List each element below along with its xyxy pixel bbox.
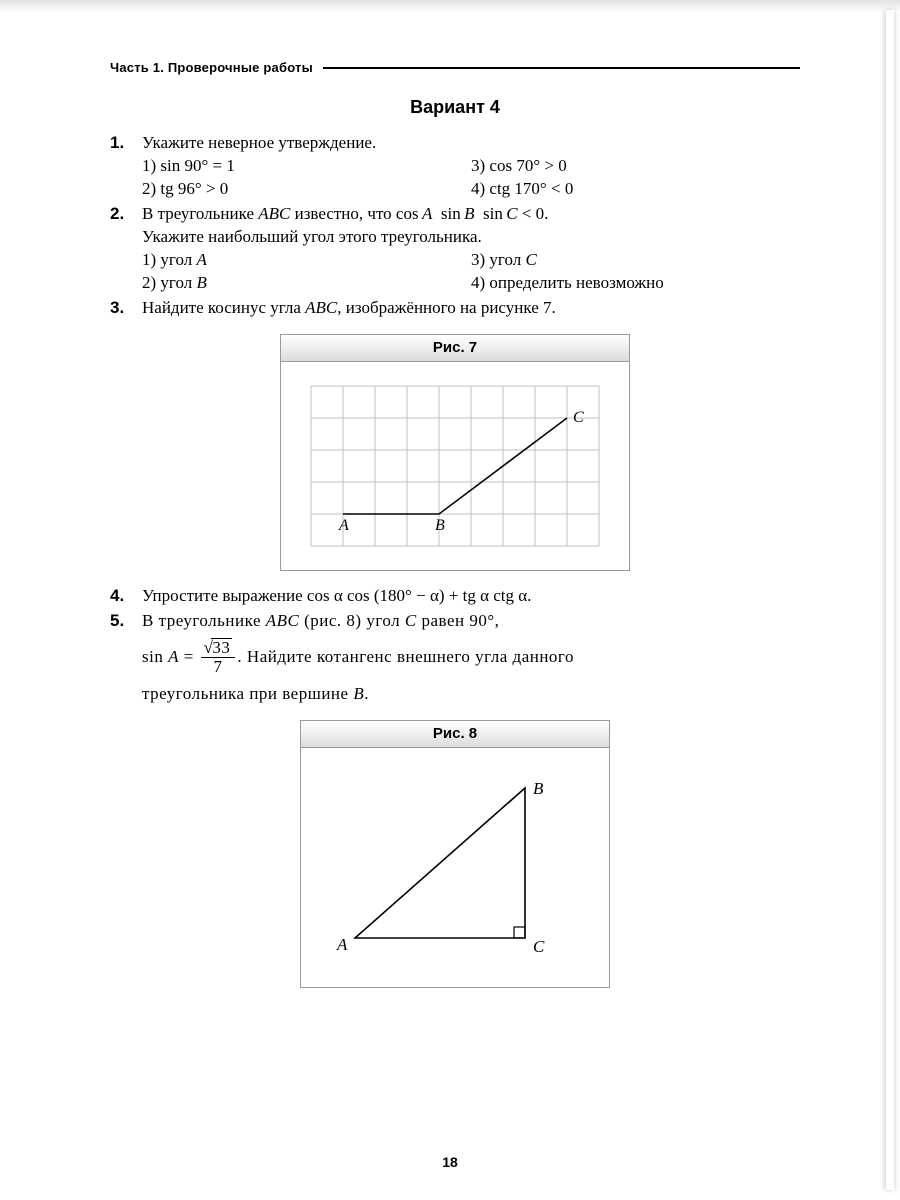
problems-list: 1. Укажите неверное утверждение. 1) sin … [110, 132, 800, 988]
problem-line: В треугольнике ABC (рис. 8) угол C равен… [142, 610, 800, 633]
option-3: 3) угол C [471, 249, 800, 272]
problem-2: 2. В треугольнике ABC известно, что cos … [110, 203, 800, 295]
problem-line: В треугольнике ABC известно, что cos A s… [142, 203, 800, 226]
problem-body: Найдите косинус угла ABC, изображённого … [142, 297, 800, 320]
running-header: Часть 1. Проверочные работы [110, 60, 800, 75]
figure-title: Рис. 8 [301, 721, 609, 748]
figure-8-wrap: Рис. 8 A B C [110, 720, 800, 988]
option-4: 4) ctg 170° < 0 [471, 178, 800, 201]
figure-title: Рис. 7 [281, 335, 629, 362]
problem-line: треугольника при вершине B. [142, 683, 800, 706]
svg-text:A: A [336, 935, 348, 954]
problem-4: 4. Упростите выражение cos α cos (180° −… [110, 585, 800, 608]
problem-line: Укажите наибольший угол этого треугольни… [142, 226, 800, 249]
option-3: 3) cos 70° > 0 [471, 155, 800, 178]
header-text: Часть 1. Проверочные работы [110, 60, 313, 75]
figure-8: Рис. 8 A B C [300, 720, 610, 988]
problem-5: 5. В треугольнике ABC (рис. 8) угол C ра… [110, 610, 800, 706]
option-2: 2) угол B [142, 272, 471, 295]
svg-text:C: C [533, 937, 545, 956]
svg-text:B: B [533, 779, 544, 798]
top-shadow [0, 0, 900, 12]
problem-body: Упростите выражение cos α cos (180° − α)… [142, 585, 800, 608]
option-2: 2) tg 96° > 0 [142, 178, 471, 201]
figure-7-wrap: Рис. 7 A B C [110, 334, 800, 572]
page-number: 18 [0, 1154, 900, 1170]
page-gutter [886, 10, 894, 1190]
option-4: 4) определить невозможно [471, 272, 800, 295]
svg-text:B: B [435, 517, 445, 534]
problem-number: 1. [110, 132, 142, 201]
svg-text:A: A [338, 517, 349, 534]
variant-title: Вариант 4 [110, 97, 800, 118]
problem-1: 1. Укажите неверное утверждение. 1) sin … [110, 132, 800, 201]
problem-3: 3. Найдите косинус угла ABC, изображённо… [110, 297, 800, 320]
options: 1) sin 90° = 1 3) cos 70° > 0 2) tg 96° … [142, 155, 800, 201]
figure-body: A B C [301, 748, 609, 987]
figure-8-svg: A B C [315, 758, 595, 968]
page: Часть 1. Проверочные работы Вариант 4 1.… [0, 0, 900, 1200]
problem-number: 5. [110, 610, 142, 706]
options: 1) угол A 3) угол C 2) угол B 4) определ… [142, 249, 800, 295]
figure-7-svg: A B C [295, 372, 615, 552]
problem-body: Укажите неверное утверждение. 1) sin 90°… [142, 132, 800, 201]
problem-body: В треугольнике ABC (рис. 8) угол C равен… [142, 610, 800, 706]
problem-number: 3. [110, 297, 142, 320]
svg-text:C: C [573, 409, 584, 426]
problem-number: 2. [110, 203, 142, 295]
figure-body: A B C [281, 362, 629, 571]
header-rule [323, 67, 800, 69]
problem-body: В треугольнике ABC известно, что cos A s… [142, 203, 800, 295]
option-1: 1) sin 90° = 1 [142, 155, 471, 178]
figure-7: Рис. 7 A B C [280, 334, 630, 572]
problem-line: sin A = 337. Найдите котангенс внешнего … [142, 639, 800, 677]
option-1: 1) угол A [142, 249, 471, 272]
problem-text: Укажите неверное утверждение. [142, 132, 800, 155]
problem-number: 4. [110, 585, 142, 608]
